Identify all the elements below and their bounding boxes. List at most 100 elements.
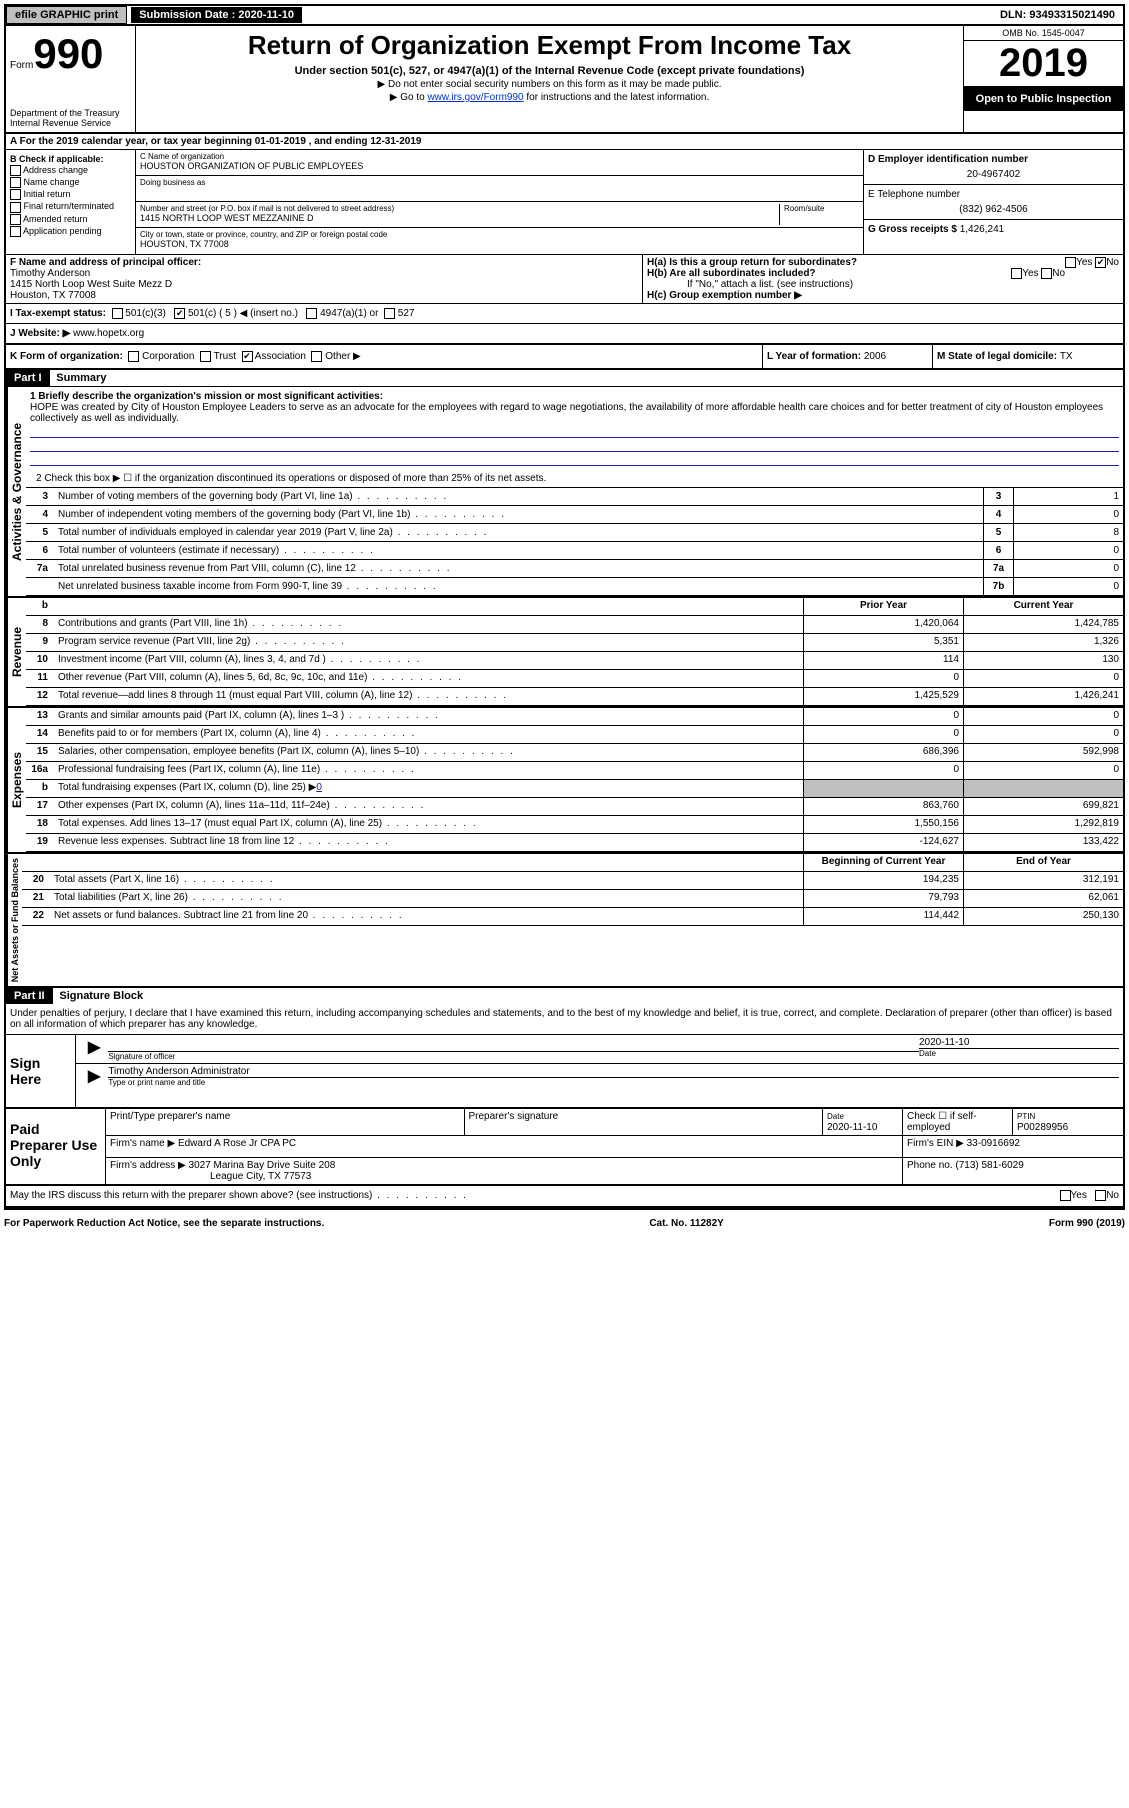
trust-checkbox[interactable]: [200, 351, 211, 362]
net-assets-block: Net Assets or Fund Balances Beginning of…: [6, 852, 1123, 988]
prior-val: 0: [803, 726, 963, 743]
current-val: 1,326: [963, 634, 1123, 651]
dba-cell: Doing business as: [136, 176, 863, 202]
hb-no-checkbox[interactable]: [1041, 268, 1052, 279]
revenue-line: 10 Investment income (Part VIII, column …: [26, 652, 1123, 670]
ein-cell: D Employer identification number 20-4967…: [864, 150, 1123, 185]
c-label: C Name of organization: [140, 152, 859, 161]
line-desc: Program service revenue (Part VIII, line…: [54, 634, 803, 651]
gross-cell: G Gross receipts $ 1,426,241: [864, 220, 1123, 239]
prior-val: 1,550,156: [803, 816, 963, 833]
summary-line: 4 Number of independent voting members o…: [26, 506, 1123, 524]
current-val: 1,424,785: [963, 616, 1123, 633]
net-header: Beginning of Current Year End of Year: [22, 854, 1123, 872]
opt-trust: Trust: [214, 351, 236, 362]
line-num: 22: [22, 908, 50, 925]
prior-year-header: Prior Year: [803, 598, 963, 615]
line-num: 9: [26, 634, 54, 651]
ag-body: 1 Briefly describe the organization's mi…: [26, 387, 1123, 596]
officer-addr1: 1415 North Loop West Suite Mezz D: [10, 279, 172, 290]
current-val: 0: [963, 726, 1123, 743]
discuss-no-checkbox[interactable]: [1095, 1190, 1106, 1201]
i-label: I Tax-exempt status:: [10, 308, 106, 319]
line-num: 15: [26, 744, 54, 761]
expense-line: 17 Other expenses (Part IX, column (A), …: [26, 798, 1123, 816]
checkbox-name[interactable]: [10, 177, 21, 188]
revenue-line: 8 Contributions and grants (Part VIII, l…: [26, 616, 1123, 634]
instruction-ssn: ▶ Do not enter social security numbers o…: [140, 79, 959, 90]
expenses-block: Expenses 13 Grants and similar amounts p…: [6, 706, 1123, 852]
ha-yes-checkbox[interactable]: [1065, 257, 1076, 268]
check-label-2: Initial return: [24, 189, 71, 199]
checkbox-amended[interactable]: [10, 214, 21, 225]
begin-val: 194,235: [803, 872, 963, 889]
prep-row-3: Firm's address ▶ 3027 Marina Bay Drive S…: [106, 1158, 1123, 1184]
revenue-line: 12 Total revenue—add lines 8 through 11 …: [26, 688, 1123, 706]
line-desc: Net assets or fund balances. Subtract li…: [50, 908, 803, 925]
part2-header-row: Part II Signature Block: [6, 988, 1123, 1004]
efile-button[interactable]: efile GRAPHIC print: [6, 6, 127, 24]
part1-header-row: Part I Summary: [6, 370, 1123, 387]
org-city: HOUSTON, TX 77008: [140, 239, 859, 249]
checkbox-pending[interactable]: [10, 226, 21, 237]
501c-checkbox[interactable]: [174, 308, 185, 319]
check-final: Final return/terminated: [10, 201, 131, 212]
line-num: 7a: [26, 563, 54, 574]
firm-phone-cell: Phone no. (713) 581-6029: [903, 1158, 1123, 1184]
line-num: 20: [22, 872, 50, 889]
501c3-checkbox[interactable]: [112, 308, 123, 319]
ha-no-checkbox[interactable]: [1095, 257, 1106, 268]
line-val: 1: [1013, 488, 1123, 505]
prep-row-1: Print/Type preparer's name Preparer's si…: [106, 1109, 1123, 1136]
line-num: 14: [26, 726, 54, 743]
other-checkbox[interactable]: [311, 351, 322, 362]
j-label: J Website: ▶: [10, 328, 70, 339]
hb-yes-checkbox[interactable]: [1011, 268, 1022, 279]
net-vlabel: Net Assets or Fund Balances: [6, 854, 22, 986]
discuss-yes-checkbox[interactable]: [1060, 1190, 1071, 1201]
expenses-body: 13 Grants and similar amounts paid (Part…: [26, 708, 1123, 852]
cat-number: Cat. No. 11282Y: [649, 1218, 723, 1229]
checkbox-final[interactable]: [10, 202, 21, 213]
line-a-tax-year: A For the 2019 calendar year, or tax yea…: [6, 134, 1123, 150]
opt-527: 527: [398, 308, 415, 319]
officer-addr2: Houston, TX 77008: [10, 290, 96, 301]
print-name-label: Type or print name and title: [108, 1077, 1119, 1087]
tel-label: E Telephone number: [868, 189, 960, 200]
current-val: 1,292,819: [963, 816, 1123, 833]
expense-line: 16a Professional fundraising fees (Part …: [26, 762, 1123, 780]
527-checkbox[interactable]: [384, 308, 395, 319]
m-value: TX: [1060, 351, 1073, 362]
prior-val: 5,351: [803, 634, 963, 651]
checkbox-address[interactable]: [10, 165, 21, 176]
begin-val: 114,442: [803, 908, 963, 925]
line-val: 0: [1013, 560, 1123, 577]
current-val: [963, 780, 1123, 797]
line-box: 7b: [983, 578, 1013, 595]
checkbox-initial[interactable]: [10, 189, 21, 200]
header-middle: Return of Organization Exempt From Incom…: [136, 26, 963, 132]
ein-label: D Employer identification number: [868, 154, 1028, 165]
4947-checkbox[interactable]: [306, 308, 317, 319]
city-label: City or town, state or province, country…: [140, 230, 859, 239]
ha-label: H(a) Is this a group return for subordin…: [647, 257, 857, 268]
part2-title: Signature Block: [55, 988, 147, 1004]
corp-checkbox[interactable]: [128, 351, 139, 362]
line2-text: 2 Check this box ▶ ☐ if the organization…: [26, 471, 1123, 486]
line-desc: Other expenses (Part IX, column (A), lin…: [54, 798, 803, 815]
prior-val: 1,425,529: [803, 688, 963, 705]
submission-label: Submission Date :: [139, 9, 238, 21]
org-name-cell: C Name of organization HOUSTON ORGANIZAT…: [136, 150, 863, 176]
irs-link[interactable]: www.irs.gov/Form990: [427, 92, 523, 103]
firm-ein-label: Firm's EIN ▶: [907, 1138, 967, 1149]
rev-h-desc: [54, 598, 803, 615]
firm-ein: 33-0916692: [967, 1138, 1020, 1149]
preparer-fields: Print/Type preparer's name Preparer's si…: [106, 1109, 1123, 1184]
summary-line: 3 Number of voting members of the govern…: [26, 488, 1123, 506]
discuss-row: May the IRS discuss this return with the…: [6, 1186, 1123, 1207]
ha-yes: Yes: [1076, 257, 1092, 268]
current-val: 1,426,241: [963, 688, 1123, 705]
prep-date: 2020-11-10: [827, 1122, 877, 1133]
org-name: HOUSTON ORGANIZATION OF PUBLIC EMPLOYEES: [140, 161, 859, 171]
assoc-checkbox[interactable]: [242, 351, 253, 362]
